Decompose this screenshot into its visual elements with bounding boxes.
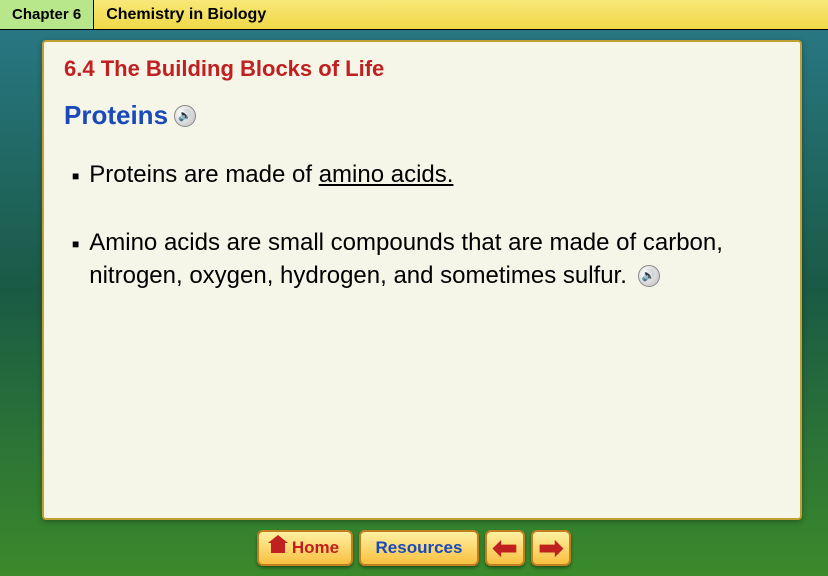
bullet-item: ■ Amino acids are small compounds that a… <box>72 227 780 292</box>
bullet-text: Amino acids are small compounds that are… <box>89 229 723 288</box>
header-bar: Chapter 6 Chemistry in Biology <box>0 0 828 30</box>
subtitle: Proteins <box>64 100 168 131</box>
back-button[interactable]: ⬅ <box>485 530 525 566</box>
chapter-tab: Chapter 6 <box>0 0 94 29</box>
bullet-item: ■ Proteins are made of amino acids. <box>72 159 780 191</box>
content-panel: 6.4 The Building Blocks of Life Proteins… <box>42 40 802 520</box>
chapter-title: Chemistry in Biology <box>94 0 828 29</box>
home-button[interactable]: Home <box>257 530 353 566</box>
footer-nav: Home Resources ⬅ ➡ <box>0 526 828 570</box>
underlined-term: amino acids. <box>319 161 454 188</box>
bullet-marker-icon: ■ <box>72 236 79 252</box>
resources-button[interactable]: Resources <box>359 530 479 566</box>
speaker-icon[interactable]: 🔊 <box>638 265 660 287</box>
section-title: 6.4 The Building Blocks of Life <box>64 56 780 82</box>
bullet-text: Proteins are made of <box>89 161 318 188</box>
home-label: Home <box>292 538 339 558</box>
forward-button[interactable]: ➡ <box>531 530 571 566</box>
resources-label: Resources <box>376 538 463 558</box>
subtitle-row: Proteins 🔊 <box>64 100 780 131</box>
speaker-icon[interactable]: 🔊 <box>174 105 196 127</box>
bullet-marker-icon: ■ <box>72 168 79 184</box>
home-icon <box>271 543 285 553</box>
